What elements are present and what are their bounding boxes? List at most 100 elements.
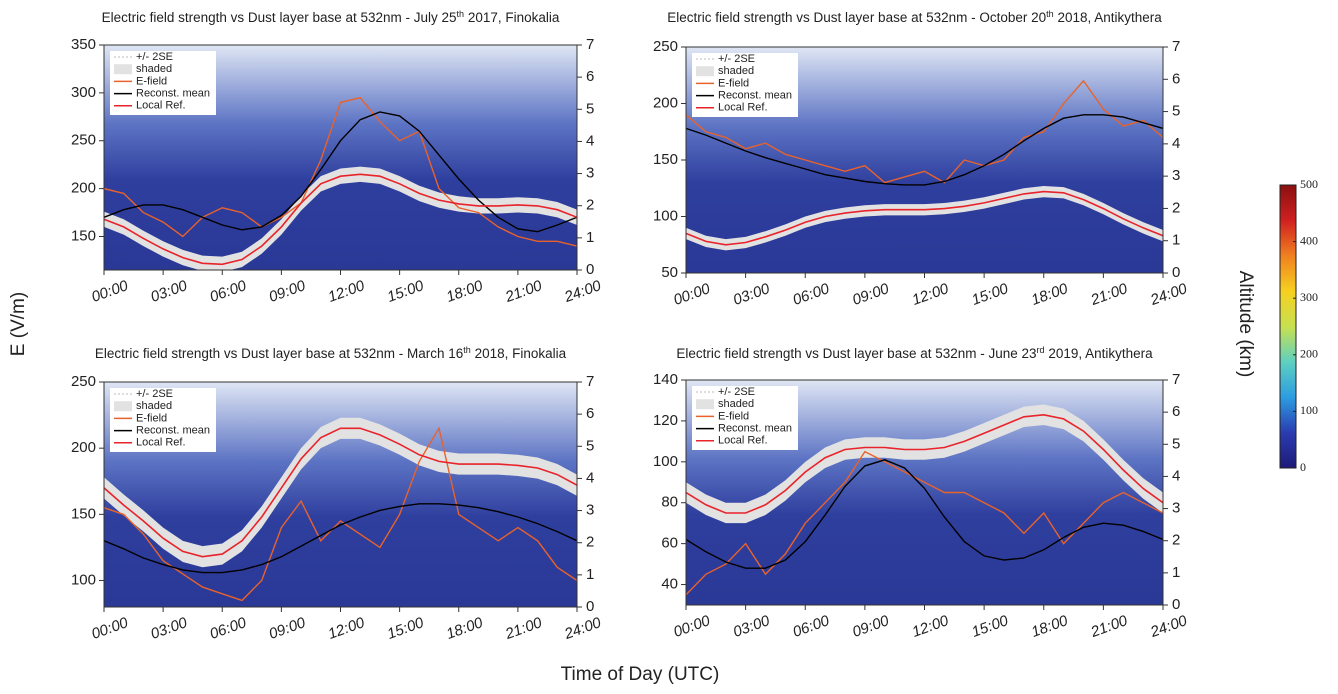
legend-box — [692, 386, 798, 450]
x-tick-label: 03:00 — [148, 614, 190, 643]
panel-title: Electric field strength vs Dust layer ba… — [676, 345, 1153, 361]
legend-label: shaded — [718, 398, 754, 410]
y2-tick-label: 7 — [1172, 371, 1180, 388]
colorbar-tick-label: 500 — [1300, 177, 1318, 191]
y-tick-label: 200 — [71, 439, 96, 456]
legend-label: +/- 2SE — [136, 388, 173, 400]
y-tick-label: 140 — [653, 371, 678, 388]
y-tick-label: 150 — [71, 227, 96, 244]
title-part: Electric field strength vs Dust layer ba… — [676, 346, 1036, 361]
legend-label: E-field — [136, 412, 167, 424]
y2-tick-label: 0 — [586, 598, 594, 615]
x-tick-label: 09:00 — [850, 612, 892, 641]
y-tick-label: 60 — [661, 535, 678, 552]
y-tick-label: 200 — [71, 180, 96, 197]
y-tick-label: 100 — [71, 571, 96, 588]
series-line — [104, 426, 577, 602]
x-tick-label: 18:00 — [444, 614, 486, 643]
legend-label: Reconst. mean — [136, 88, 210, 100]
y2-tick-label: 4 — [1172, 467, 1180, 484]
title-part: rd — [1037, 345, 1045, 355]
title-part: 2018, Finokalia — [471, 346, 567, 361]
legend-key — [696, 66, 714, 77]
plot-area — [686, 404, 1163, 596]
y2-tick-label: 4 — [586, 132, 594, 149]
y-tick-label: 300 — [71, 84, 96, 101]
legend-key — [114, 64, 132, 75]
legend-label: E-field — [718, 77, 749, 89]
legend-label: shaded — [718, 65, 754, 77]
title-part: 2017, Finokalia — [464, 10, 560, 25]
y-tick-label: 250 — [71, 132, 96, 149]
error-band — [686, 404, 1163, 524]
series-line — [686, 79, 1163, 184]
x-tick-label: 24:00 — [1147, 612, 1190, 641]
plot-area — [104, 417, 577, 602]
legend-label: Reconst. mean — [136, 425, 210, 437]
y2-tick-label: 0 — [1172, 264, 1180, 281]
y2-tick-label: 7 — [1172, 38, 1180, 55]
y2-tick-label: 3 — [1172, 167, 1180, 184]
colorbar-tick-label: 400 — [1300, 233, 1318, 247]
x-tick-label: 24:00 — [561, 614, 604, 643]
panel: Electric field strength vs Dust layer ba… — [653, 345, 1190, 641]
colorbar-tick-label: 0 — [1300, 460, 1306, 474]
x-tick-label: 06:00 — [208, 614, 250, 643]
x-tick-label: 21:00 — [1088, 612, 1131, 641]
series-line — [104, 111, 577, 233]
title-part: Electric field strength vs Dust layer ba… — [102, 10, 457, 25]
series-line — [686, 413, 1163, 514]
y-tick-label: 50 — [661, 264, 678, 281]
x-tick-label: 18:00 — [1029, 612, 1071, 641]
y2-tick-label: 6 — [1172, 70, 1180, 87]
y2-tick-label: 3 — [1172, 500, 1180, 517]
x-tick-label: 18:00 — [1029, 280, 1071, 309]
legend-label: +/- 2SE — [718, 53, 755, 65]
y-tick-label: 40 — [661, 576, 678, 593]
legend-label: E-field — [718, 410, 749, 422]
x-tick-label: 03:00 — [731, 612, 773, 641]
legend-box — [110, 388, 216, 452]
y2-tick-label: 5 — [1172, 103, 1180, 120]
legend-label: +/- 2SE — [136, 51, 173, 63]
title-part: th — [457, 9, 465, 19]
legend-label: shaded — [136, 63, 172, 75]
x-tick-label: 24:00 — [561, 277, 604, 306]
y-tick-label: 80 — [661, 494, 678, 511]
series-line — [104, 503, 577, 574]
series-line — [104, 96, 577, 247]
series-line — [104, 427, 577, 558]
x-tick-label: 18:00 — [444, 277, 486, 306]
title-part: 2018, Antikythera — [1054, 10, 1163, 25]
series-line — [686, 190, 1163, 246]
x-tick-label: 00:00 — [671, 280, 713, 309]
legend-label: Reconst. mean — [718, 90, 792, 102]
colorbar-tick-label: 300 — [1300, 290, 1318, 304]
plot-area — [686, 79, 1163, 251]
y2-axis-label: Altitude (km) — [1235, 271, 1256, 378]
y2-tick-label: 4 — [586, 469, 594, 486]
y2-tick-label: 5 — [586, 100, 594, 117]
legend-label: Local Ref. — [136, 100, 186, 112]
panel-title: Electric field strength vs Dust layer ba… — [102, 9, 560, 25]
y-tick-label: 100 — [653, 453, 678, 470]
legend-label: shaded — [136, 400, 172, 412]
y2-tick-label: 6 — [1172, 403, 1180, 420]
y2-tick-label: 5 — [586, 437, 594, 454]
x-tick-label: 15:00 — [969, 280, 1011, 309]
y2-tick-label: 6 — [586, 405, 594, 422]
legend-box — [110, 51, 216, 115]
legend-label: +/- 2SE — [718, 386, 755, 398]
x-tick-label: 12:00 — [326, 614, 368, 643]
title-part: th — [463, 345, 471, 355]
x-tick-label: 03:00 — [731, 280, 773, 309]
panel: Electric field strength vs Dust layer ba… — [71, 345, 604, 643]
legend-box — [692, 53, 798, 117]
x-tick-label: 21:00 — [502, 614, 545, 643]
y2-tick-label: 6 — [586, 68, 594, 85]
x-tick-label: 12:00 — [910, 612, 952, 641]
legend-key — [114, 401, 132, 412]
series-line — [686, 114, 1163, 186]
plot-area — [104, 96, 577, 270]
